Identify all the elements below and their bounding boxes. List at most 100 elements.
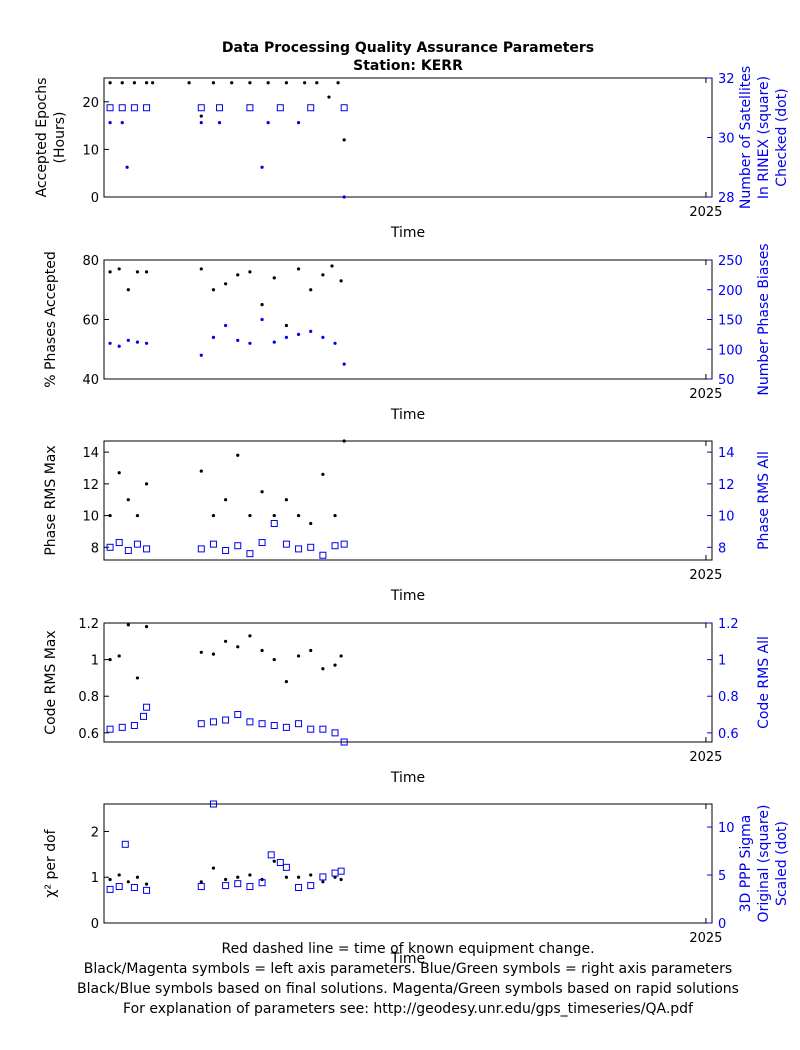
plot-frame xyxy=(103,622,713,743)
data-point-square xyxy=(209,540,217,548)
data-point-dot xyxy=(135,270,140,274)
data-point-square xyxy=(222,716,230,724)
ytick-right-label: 250 xyxy=(718,254,743,269)
ytick-right-label: 14 xyxy=(718,446,735,461)
series-left-dot xyxy=(108,859,343,886)
data-point-dot xyxy=(342,439,346,443)
data-point-dot xyxy=(199,121,203,125)
data-point-dot xyxy=(272,276,276,280)
data-point-dot xyxy=(309,521,313,526)
series-right-square xyxy=(106,800,345,894)
data-point-square xyxy=(234,542,242,550)
y-axis-label-right: Checked (dot) xyxy=(774,88,790,186)
y-axis-label-left: χ² per dof xyxy=(43,828,59,897)
data-point-dot xyxy=(248,873,252,877)
y-axis-label-left: Code RMS Max xyxy=(43,630,59,734)
data-point-dot xyxy=(272,859,276,863)
data-point-dot xyxy=(108,81,112,85)
data-point-dot xyxy=(144,81,149,85)
data-point-dot xyxy=(108,658,112,662)
y-axis-label-right: In RINEX (square) xyxy=(756,76,772,199)
data-point-square xyxy=(133,540,141,548)
y-axis-label-right: 3D PPP Sigma xyxy=(738,815,754,913)
data-point-dot xyxy=(126,288,130,292)
data-point-dot xyxy=(135,875,140,879)
data-point-square xyxy=(340,104,348,112)
data-point-square xyxy=(209,718,217,726)
ytick-left-label: 14 xyxy=(82,446,99,461)
data-point-square xyxy=(246,883,254,891)
data-point-dot xyxy=(309,329,313,333)
data-point-square xyxy=(337,867,345,875)
data-point-dot xyxy=(144,270,149,274)
data-point-dot xyxy=(236,645,240,649)
data-point-dot xyxy=(327,95,331,99)
data-point-dot xyxy=(199,353,203,357)
series-right-square xyxy=(106,104,348,112)
data-point-dot xyxy=(315,81,319,85)
data-point-dot xyxy=(126,880,130,884)
ytick-right-label: 50 xyxy=(718,373,735,388)
series-right-dot xyxy=(108,121,346,199)
data-point-square xyxy=(258,879,266,887)
data-point-dot xyxy=(224,323,228,328)
plot-frame xyxy=(103,259,713,380)
ytick-right-label: 30 xyxy=(718,132,735,147)
data-point-square xyxy=(143,545,151,553)
data-point-square xyxy=(115,883,123,891)
data-point-square xyxy=(106,885,114,893)
data-point-dot xyxy=(211,513,216,518)
ytick-right-label: 150 xyxy=(718,314,743,329)
data-point-square xyxy=(246,104,254,112)
data-point-dot xyxy=(211,866,216,870)
ytick-right-label: 28 xyxy=(718,191,735,206)
data-point-square xyxy=(121,840,129,848)
x-axis-label: Time xyxy=(390,407,425,423)
x-axis-label: Time xyxy=(390,588,425,604)
data-point-square xyxy=(197,545,205,553)
data-point-dot xyxy=(284,335,288,339)
data-point-square xyxy=(130,722,138,730)
data-point-dot xyxy=(120,81,124,85)
data-point-dot xyxy=(236,338,240,342)
data-point-dot xyxy=(135,513,140,518)
ytick-left-label: 1 xyxy=(91,654,99,669)
x-axis-label: Time xyxy=(390,225,425,241)
data-point-square xyxy=(130,883,138,891)
data-point-dot xyxy=(272,658,276,662)
plot-frame xyxy=(103,440,713,561)
data-point-dot xyxy=(321,273,325,277)
ytick-right-label: 32 xyxy=(718,72,735,87)
data-point-square xyxy=(319,725,327,733)
xtick-label: 2025 xyxy=(689,205,722,220)
y-axis-label-right: Scaled (dot) xyxy=(774,821,790,906)
panel-1: 0 10 20 28 30 32 2025 Time Accepted Epochs (Hours… xyxy=(34,66,790,241)
xtick-label: 2025 xyxy=(689,387,722,402)
data-point-square xyxy=(143,104,151,112)
ytick-left-label: 1.2 xyxy=(78,617,99,632)
ytick-left-label: 10 xyxy=(82,510,99,525)
data-point-square xyxy=(319,551,327,559)
data-point-dot xyxy=(117,873,121,877)
data-point-dot xyxy=(296,654,301,658)
data-point-dot xyxy=(260,303,264,307)
data-point-dot xyxy=(309,648,313,653)
data-point-square xyxy=(106,104,114,112)
y-axis-label-right: Original (square) xyxy=(756,805,772,923)
data-point-dot xyxy=(339,877,343,882)
data-point-dot xyxy=(321,472,325,476)
data-point-dot xyxy=(260,648,264,653)
data-point-dot xyxy=(339,654,343,658)
data-point-square xyxy=(307,104,315,112)
data-point-dot xyxy=(284,875,288,879)
data-point-dot xyxy=(321,335,325,339)
data-point-dot xyxy=(309,873,313,877)
data-point-square xyxy=(276,104,284,112)
series-right-square xyxy=(106,703,348,746)
data-point-dot xyxy=(117,471,121,475)
data-point-dot xyxy=(108,513,112,518)
data-point-dot xyxy=(284,679,288,684)
data-point-square xyxy=(118,104,126,112)
data-point-dot xyxy=(236,453,240,457)
